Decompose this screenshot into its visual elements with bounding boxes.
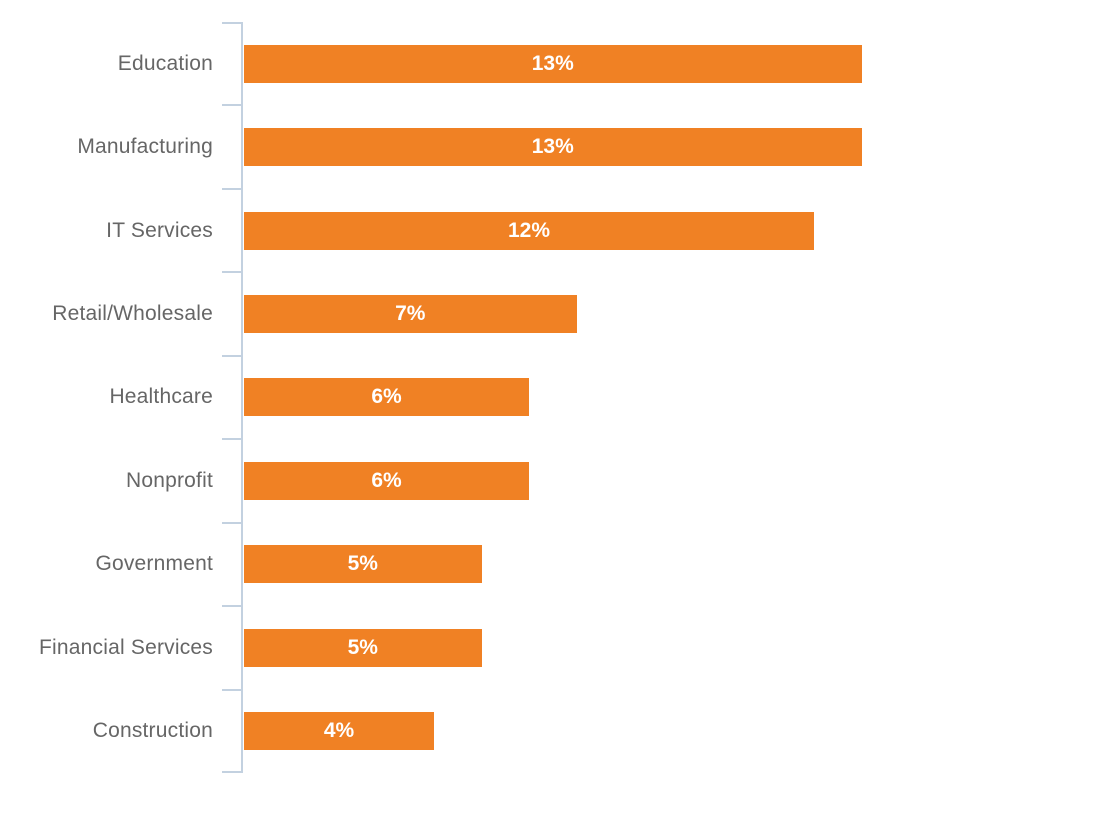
bar-value-label: 4% <box>323 719 355 743</box>
bar: 7% <box>244 295 577 334</box>
bar-value-label: 5% <box>347 635 378 659</box>
chart-row: Construction 4% <box>0 690 1100 773</box>
y-axis-tick <box>222 521 242 524</box>
y-axis-tick <box>222 271 242 274</box>
bar: 13% <box>244 128 862 167</box>
y-axis-tick <box>222 354 242 357</box>
chart-row: Healthcare 6% <box>0 356 1100 439</box>
bar: 5% <box>244 545 482 584</box>
category-label: Government <box>95 552 213 576</box>
bar-value-label: 5% <box>347 552 378 576</box>
chart-row: Financial Services 5% <box>0 606 1100 689</box>
y-axis-tick <box>222 187 242 190</box>
y-axis-tick <box>222 688 242 691</box>
y-axis-tick <box>222 771 242 773</box>
y-axis-tick <box>222 22 242 24</box>
category-label: Retail/Wholesale <box>52 302 213 326</box>
category-label: IT Services <box>106 218 213 242</box>
bar-value-label: 13% <box>531 51 574 75</box>
bar: 6% <box>244 461 529 500</box>
chart-row: Manufacturing 13% <box>0 105 1100 188</box>
category-label: Education <box>117 51 213 75</box>
chart-row: Government 5% <box>0 523 1100 606</box>
chart-row: Nonprofit 6% <box>0 439 1100 522</box>
bar: 6% <box>244 378 529 417</box>
chart-row: Education 13% <box>0 22 1100 105</box>
y-axis-tick <box>222 605 242 608</box>
bar-chart: Education 13% Manufacturing 13% IT Services 1… <box>0 22 1100 773</box>
category-label: Construction <box>92 719 213 743</box>
bar: 12% <box>244 211 814 250</box>
category-label: Manufacturing <box>77 135 213 159</box>
category-label: Nonprofit <box>125 468 213 492</box>
bar-value-label: 13% <box>531 135 574 159</box>
y-axis-line <box>241 22 243 773</box>
bar-value-label: 6% <box>371 468 402 492</box>
bar: 5% <box>244 628 482 667</box>
chart-row: Retail/Wholesale 7% <box>0 272 1100 355</box>
bar-value-label: 12% <box>507 218 551 242</box>
y-axis-tick <box>222 438 242 441</box>
y-axis-tick <box>222 104 242 107</box>
chart-row: IT Services 12% <box>0 189 1100 272</box>
bar-value-label: 6% <box>371 385 402 409</box>
category-label: Financial Services <box>39 635 213 659</box>
bar: 13% <box>244 44 862 83</box>
category-label: Healthcare <box>109 385 213 409</box>
bar-value-label: 7% <box>395 302 426 326</box>
bar: 4% <box>244 712 434 751</box>
